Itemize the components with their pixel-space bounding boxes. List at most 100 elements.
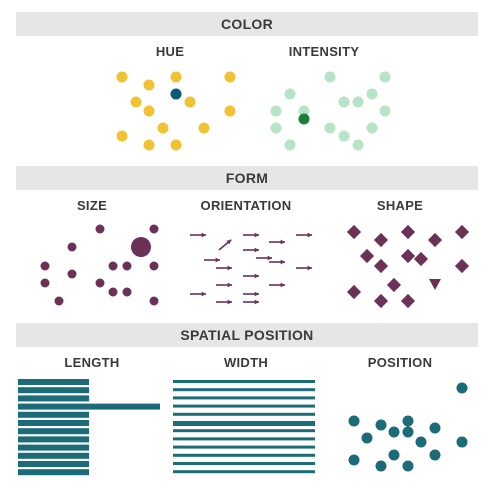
size-dot: [149, 224, 159, 234]
position-dot: [415, 436, 427, 448]
intensity-dots: [270, 71, 391, 151]
size-dot: [40, 278, 50, 288]
size-dot: [108, 261, 118, 271]
position-dot: [388, 426, 400, 438]
position-dot: [429, 422, 441, 434]
panel-label-hue: HUE: [155, 44, 185, 59]
hue-dot: [143, 139, 155, 151]
shape-marks: [346, 224, 470, 309]
intensity-dot: [352, 139, 364, 151]
size-dot: [54, 296, 64, 306]
shape-diamond: [359, 248, 375, 264]
length-bar: [18, 411, 89, 418]
orientation-arrowhead: [267, 255, 272, 261]
size-dots: [40, 224, 159, 306]
width-line: [173, 453, 315, 457]
panel-label-intensity: INTENSITY: [288, 44, 360, 59]
position-dot: [456, 382, 468, 394]
width-line: [173, 388, 315, 392]
panel-label-width: WIDTH: [223, 355, 269, 370]
intensity-dot-accent: [298, 113, 310, 125]
shape-diamond: [427, 232, 443, 248]
size-dot: [149, 296, 159, 306]
intensity-dot: [338, 96, 350, 108]
intensity-dot: [284, 139, 296, 151]
orientation-arrowhead: [201, 291, 206, 297]
shape-diamond: [400, 293, 416, 309]
intensity-dot: [270, 105, 282, 117]
intensity-dot: [352, 96, 364, 108]
length-bar: [18, 461, 89, 467]
intensity-dot: [324, 71, 336, 83]
position-dot: [402, 460, 414, 472]
length-bar: [18, 469, 89, 476]
orientation-arrowhead: [201, 232, 206, 238]
orientation-arrowhead: [307, 232, 312, 238]
size-dot: [108, 287, 118, 297]
panel-label-length: LENGTH: [64, 355, 120, 370]
hue-dot: [143, 105, 155, 117]
width-line: [173, 396, 315, 400]
hue-dot: [157, 122, 169, 134]
orientation-arrowhead: [307, 265, 312, 271]
length-bar: [18, 452, 89, 459]
shape-diamond: [373, 293, 389, 309]
intensity-dot: [324, 122, 336, 134]
shape-diamond: [386, 277, 402, 293]
length-bar: [18, 403, 160, 410]
width-line: [173, 437, 315, 441]
intensity-dot: [366, 88, 378, 100]
size-dot: [67, 242, 77, 252]
width-line: [173, 429, 315, 433]
length-bar: [18, 395, 89, 402]
position-dot: [388, 449, 400, 461]
orientation-arrowhead: [254, 273, 259, 279]
position-dot: [429, 449, 441, 461]
size-dot-large: [131, 237, 151, 257]
hue-dot: [170, 71, 182, 83]
panel-label-position: POSITION: [367, 355, 433, 370]
hue-dots: [116, 71, 236, 151]
length-bar: [18, 387, 89, 394]
shape-triangle: [429, 279, 441, 290]
intensity-dot: [270, 122, 282, 134]
orientation-arrowhead: [215, 257, 220, 263]
hue-dot-accent: [170, 88, 182, 100]
size-dot: [95, 224, 105, 234]
position-dot: [348, 454, 360, 466]
intensity-dot: [284, 88, 296, 100]
shape-diamond: [373, 258, 389, 274]
width-line: [173, 470, 315, 474]
shape-diamond: [454, 258, 470, 274]
shape-diamond: [346, 284, 362, 300]
orientation-arrows: [190, 232, 312, 305]
size-dot: [122, 261, 132, 271]
shape-diamond: [400, 224, 416, 240]
position-dot: [375, 419, 387, 431]
position-dot: [402, 426, 414, 438]
section-header-form: FORM: [16, 166, 478, 190]
intensity-dot: [366, 122, 378, 134]
length-bars: [18, 379, 160, 476]
length-bar: [18, 428, 89, 435]
width-line: [173, 421, 315, 426]
section-header-color: COLOR: [16, 12, 478, 36]
section-header-spatial-position: SPATIAL POSITION: [16, 323, 478, 347]
width-line: [173, 404, 315, 408]
orientation-arrowhead: [227, 265, 232, 271]
shape-diamond: [400, 248, 416, 264]
width-lines: [173, 380, 315, 474]
orientation-arrowhead: [226, 239, 232, 245]
shape-diamond: [373, 232, 389, 248]
size-dot: [67, 269, 77, 279]
hue-dot: [143, 79, 155, 91]
position-dot: [361, 432, 373, 444]
position-dots: [348, 382, 468, 472]
shape-diamond: [346, 224, 362, 240]
position-dot: [375, 460, 387, 472]
hue-dot: [198, 122, 210, 134]
length-bar: [18, 436, 89, 443]
panel-label-orientation: ORIENTATION: [200, 198, 292, 213]
hue-dot: [170, 139, 182, 151]
